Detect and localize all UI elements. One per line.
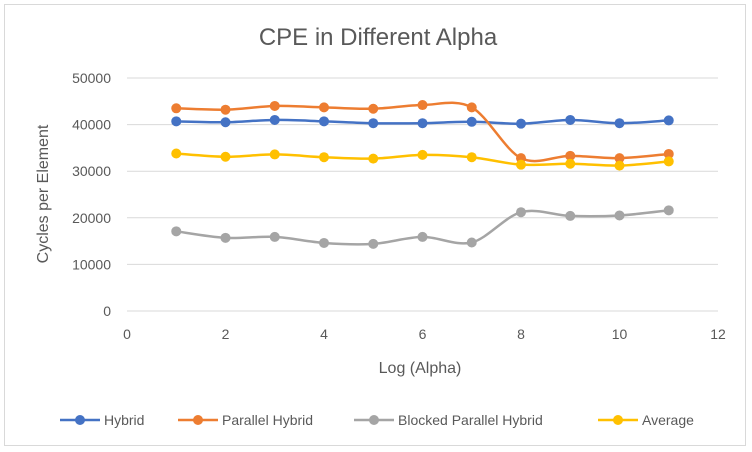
data-point-blocked-parallel-hybrid (466, 237, 477, 248)
series-parallel-hybrid (171, 100, 674, 164)
x-tick-label: 10 (612, 326, 628, 342)
data-point-hybrid (220, 117, 231, 128)
data-point-average (614, 160, 625, 171)
x-tick-label: 0 (123, 326, 131, 342)
legend: Hybrid Parallel Hybrid Blocked Parallel Hy… (60, 412, 694, 428)
y-tick-label: 50000 (72, 70, 111, 86)
data-point-average (466, 152, 477, 163)
data-point-average (417, 149, 428, 160)
data-point-hybrid (417, 118, 428, 129)
data-point-hybrid (319, 116, 329, 127)
x-tick-label: 8 (517, 326, 525, 342)
data-point-blocked-parallel-hybrid (368, 238, 379, 249)
series-layer (171, 100, 674, 249)
x-tick-label: 12 (710, 326, 726, 342)
x-tick-label: 6 (419, 326, 427, 342)
data-point-hybrid (663, 115, 674, 126)
data-point-parallel-hybrid (614, 153, 625, 164)
data-point-parallel-hybrid (417, 100, 428, 111)
data-point-parallel-hybrid (269, 100, 280, 111)
legend-item-average: Average (598, 412, 694, 428)
y-tick-label: 20000 (72, 210, 111, 226)
data-point-average (171, 148, 182, 159)
y-tick-label: 10000 (72, 256, 111, 272)
data-point-average (663, 156, 674, 167)
data-point-blocked-parallel-hybrid (319, 237, 329, 248)
data-point-parallel-hybrid (565, 150, 576, 161)
data-point-average (319, 152, 329, 163)
data-point-blocked-parallel-hybrid (417, 231, 428, 242)
data-point-blocked-parallel-hybrid (516, 207, 526, 218)
legend-label: Blocked Parallel Hybrid (398, 412, 543, 428)
grid-lines (127, 77, 718, 312)
data-point-parallel-hybrid (220, 104, 231, 115)
legend-item-hybrid: Hybrid (60, 412, 144, 428)
legend-item-parallel-hybrid: Parallel Hybrid (178, 412, 313, 428)
data-point-hybrid (171, 116, 182, 127)
legend-label: Hybrid (104, 412, 144, 428)
legend-swatch-marker (613, 415, 623, 425)
axes: 0 10000 20000 30000 40000 50000 0 2 4 6 8 10 12 (72, 70, 726, 342)
data-point-blocked-parallel-hybrid (269, 231, 280, 242)
chart-title: CPE in Different Alpha (259, 24, 498, 51)
y-tick-label: 40000 (72, 117, 111, 133)
y-axis-title: Cycles per Element (35, 124, 52, 263)
data-point-average (269, 149, 280, 160)
legend-swatch-marker (369, 415, 379, 425)
series-hybrid (171, 114, 674, 129)
data-point-blocked-parallel-hybrid (614, 210, 625, 221)
data-point-parallel-hybrid (663, 148, 674, 159)
legend-swatch-marker (75, 415, 85, 425)
data-point-parallel-hybrid (171, 103, 182, 114)
legend-label: Average (642, 412, 694, 428)
data-point-parallel-hybrid (368, 103, 379, 114)
x-tick-label: 2 (222, 326, 230, 342)
data-point-hybrid (516, 118, 526, 129)
legend-swatch-marker (193, 415, 203, 425)
data-point-blocked-parallel-hybrid (663, 205, 674, 216)
data-point-hybrid (269, 114, 280, 125)
series-average (171, 148, 674, 171)
data-point-hybrid (614, 118, 625, 129)
y-tick-label: 0 (103, 303, 111, 319)
data-point-blocked-parallel-hybrid (220, 232, 231, 243)
x-tick-label: 4 (320, 326, 328, 342)
data-point-blocked-parallel-hybrid (565, 210, 576, 221)
legend-item-blocked-parallel-hybrid: Blocked Parallel Hybrid (354, 412, 543, 428)
data-point-hybrid (565, 114, 576, 125)
x-axis-title: Log (Alpha) (379, 360, 462, 377)
series-blocked-parallel-hybrid (171, 205, 674, 249)
y-tick-label: 30000 (72, 163, 111, 179)
data-point-blocked-parallel-hybrid (171, 226, 182, 237)
data-point-parallel-hybrid (319, 102, 329, 113)
data-point-average (565, 158, 576, 169)
data-point-hybrid (368, 118, 379, 129)
data-point-average (368, 153, 379, 164)
legend-label: Parallel Hybrid (222, 412, 313, 428)
data-point-parallel-hybrid (466, 102, 477, 113)
data-point-hybrid (466, 116, 477, 127)
data-point-average (516, 159, 526, 170)
data-point-average (220, 151, 231, 162)
